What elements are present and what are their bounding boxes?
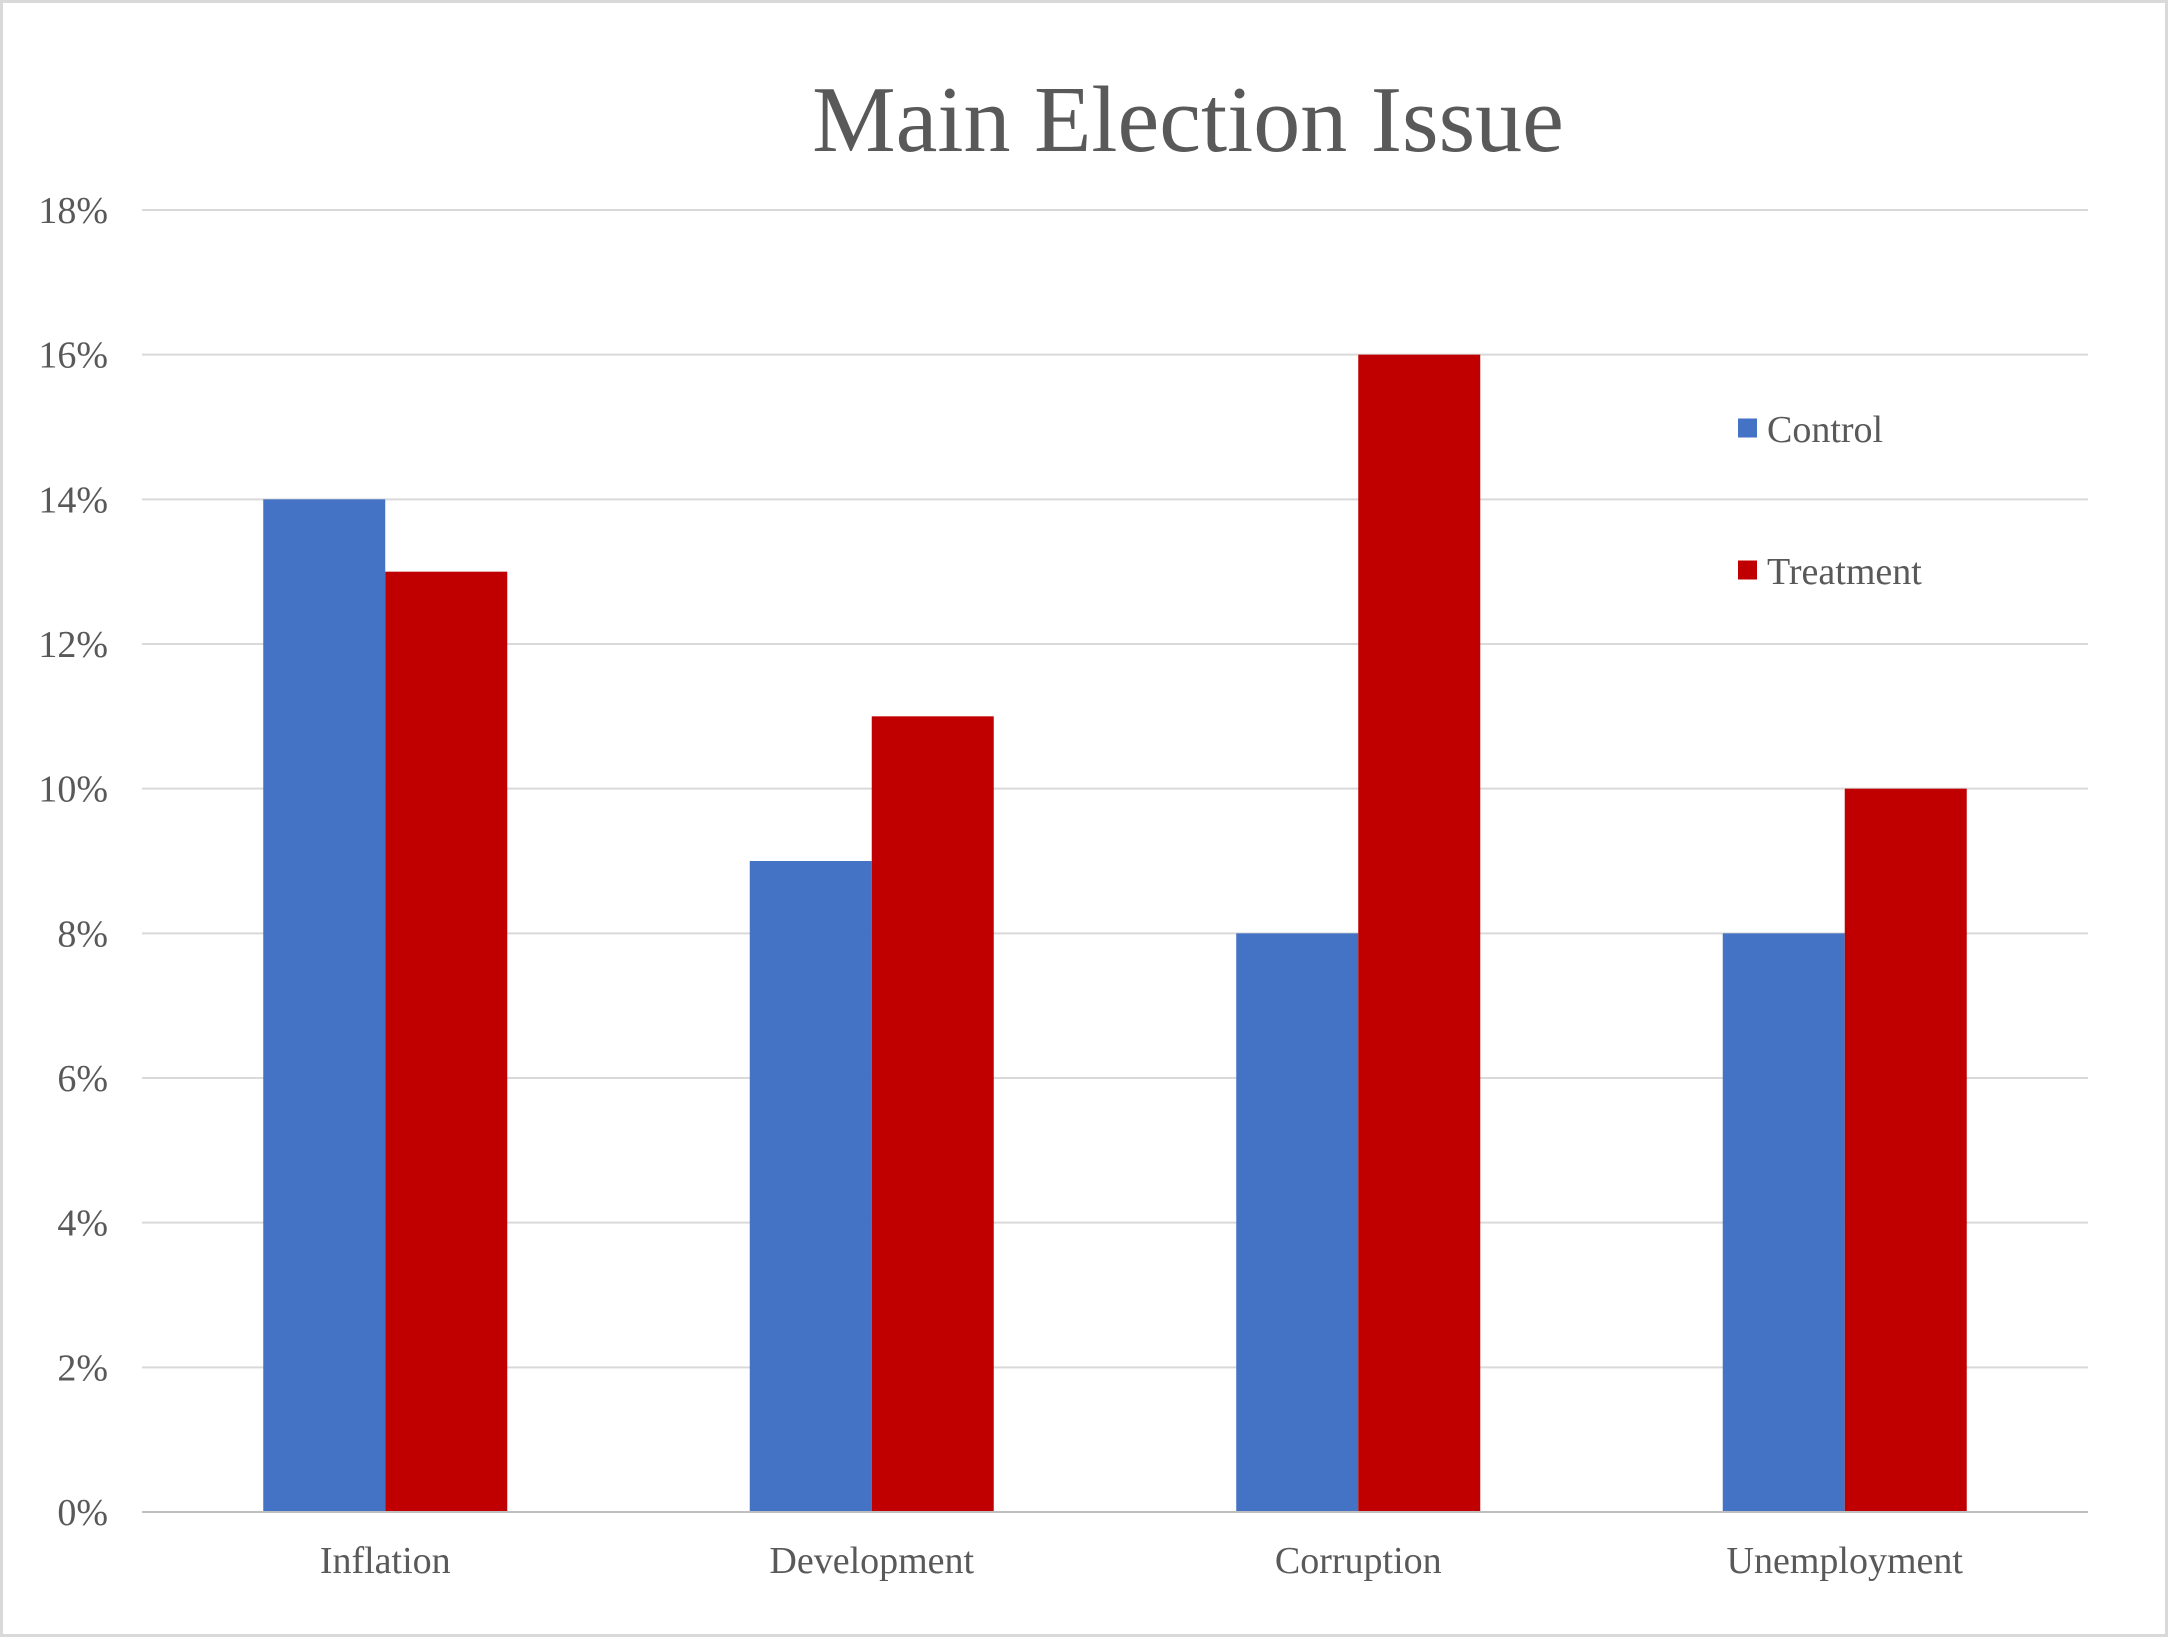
x-tick-label: Corruption bbox=[1275, 1540, 1442, 1582]
x-tick-label: Unemployment bbox=[1727, 1540, 1964, 1582]
legend: Control Treatment bbox=[1738, 409, 1922, 593]
bar-control-corruption bbox=[1236, 933, 1359, 1512]
x-axis-tick-labels: Inflation Development Corruption Unemployme… bbox=[320, 1540, 1964, 1582]
y-tick-label: 8% bbox=[57, 913, 108, 955]
y-tick-label: 4% bbox=[57, 1203, 108, 1245]
legend-swatch-control bbox=[1738, 418, 1757, 438]
y-tick-label: 14% bbox=[38, 479, 108, 521]
x-tick-label: Inflation bbox=[320, 1540, 451, 1582]
bar-treatment-unemployment bbox=[1844, 788, 1967, 1512]
y-tick-label: 16% bbox=[38, 335, 108, 377]
y-tick-label: 18% bbox=[38, 190, 108, 232]
bar-treatment-corruption bbox=[1358, 354, 1481, 1513]
legend-swatch-treatment bbox=[1738, 560, 1757, 580]
bar-control-unemployment bbox=[1722, 933, 1845, 1512]
y-tick-label: 10% bbox=[38, 769, 108, 811]
y-tick-label: 12% bbox=[38, 624, 108, 666]
bar-treatment-development bbox=[871, 716, 994, 1512]
y-tick-label: 2% bbox=[57, 1347, 108, 1389]
bar-treatment-inflation bbox=[385, 571, 508, 1512]
y-axis-tick-labels: 0% 2% 4% 6% 8% 10% 12% 14% 16% 18% bbox=[38, 190, 108, 1534]
legend-label-control: Control bbox=[1767, 409, 1883, 451]
legend-label-treatment: Treatment bbox=[1767, 551, 1922, 593]
chart-title: Main Election Issue bbox=[812, 68, 1564, 172]
y-tick-label: 6% bbox=[57, 1058, 108, 1100]
bar-control-development bbox=[749, 861, 872, 1512]
y-tick-label: 0% bbox=[57, 1492, 108, 1534]
bars bbox=[263, 354, 1967, 1513]
bar-control-inflation bbox=[263, 499, 386, 1512]
x-tick-label: Development bbox=[769, 1540, 974, 1582]
